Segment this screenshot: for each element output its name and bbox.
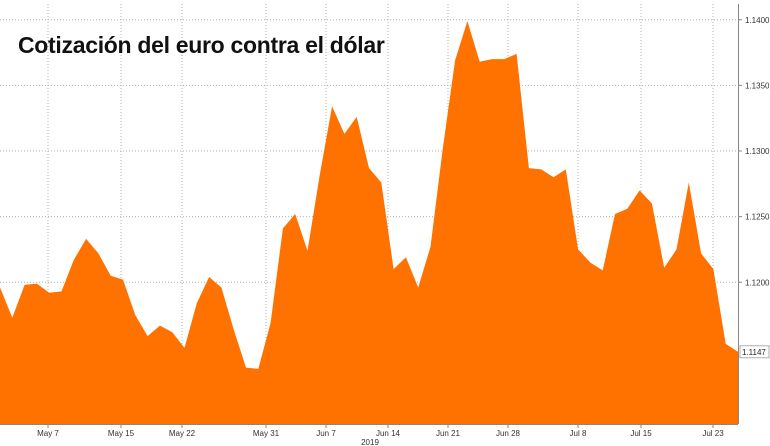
last-value-box — [739, 345, 770, 359]
x-tick-label: Jun 7 — [316, 429, 336, 438]
x-tick-label: May 7 — [37, 429, 59, 438]
x-axis-ticks: May 7 May 15 May 22 May 31 Jun 7 Jun 14 Jun 21… — [37, 424, 724, 438]
y-tick-label: 1.1250 — [745, 213, 770, 222]
y-tick-label: 1.1300 — [745, 147, 770, 156]
x-tick-label: Jun 21 — [436, 429, 461, 438]
last-value-label: 1.1147 — [742, 348, 766, 357]
x-tick-label: Jul 8 — [570, 429, 587, 438]
y-axis-ticks: 1.1200 1.1250 1.1300 1.1350 1.1400 — [738, 16, 770, 287]
chart-title: Cotización del euro contra el dólar — [18, 32, 385, 58]
y-tick-label: 1.1200 — [745, 278, 770, 287]
y-tick-label: 1.1400 — [745, 16, 770, 25]
x-tick-label: Jul 23 — [702, 429, 724, 438]
x-tick-label: May 22 — [169, 429, 196, 438]
x-tick-label: Jun 14 — [376, 429, 401, 438]
y-tick-label: 1.1350 — [745, 81, 770, 90]
x-tick-label: Jul 15 — [630, 429, 652, 438]
last-value-marker: 1.1147 — [739, 345, 770, 359]
x-axis-year-label: 2019 — [361, 438, 379, 446]
x-tick-label: Jun 28 — [496, 429, 521, 438]
area-series — [0, 21, 738, 424]
x-tick-label: May 31 — [253, 429, 280, 438]
x-tick-label: May 15 — [108, 429, 135, 438]
